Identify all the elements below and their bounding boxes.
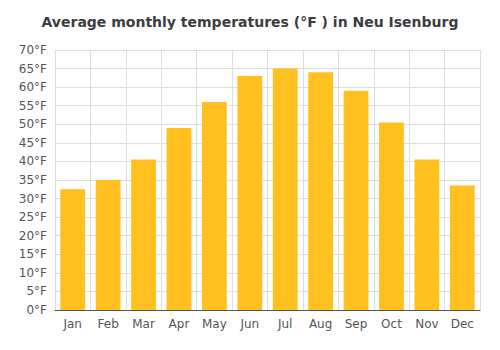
svg-text:Jun: Jun	[239, 317, 259, 331]
svg-text:30°F: 30°F	[19, 192, 47, 206]
svg-text:45°F: 45°F	[19, 136, 47, 150]
svg-text:Jan: Jan	[62, 317, 82, 331]
svg-text:50°F: 50°F	[19, 117, 47, 131]
svg-text:Oct: Oct	[381, 317, 402, 331]
svg-text:5°F: 5°F	[26, 284, 47, 298]
svg-text:Aug: Aug	[309, 317, 332, 331]
svg-text:0°F: 0°F	[26, 303, 47, 317]
svg-text:Average monthly temperatures (: Average monthly temperatures (°F ) in Ne…	[42, 14, 459, 30]
svg-text:60°F: 60°F	[19, 80, 47, 94]
svg-text:15°F: 15°F	[19, 247, 47, 261]
svg-text:Apr: Apr	[169, 317, 190, 331]
svg-text:20°F: 20°F	[19, 229, 47, 243]
svg-text:40°F: 40°F	[19, 154, 47, 168]
svg-text:65°F: 65°F	[19, 62, 47, 76]
svg-text:Mar: Mar	[132, 317, 155, 331]
svg-text:55°F: 55°F	[19, 99, 47, 113]
svg-text:Sep: Sep	[345, 317, 368, 331]
svg-text:10°F: 10°F	[19, 266, 47, 280]
svg-text:May: May	[202, 317, 227, 331]
svg-text:25°F: 25°F	[19, 210, 47, 224]
svg-text:70°F: 70°F	[19, 43, 47, 57]
svg-text:Dec: Dec	[451, 317, 474, 331]
svg-text:35°F: 35°F	[19, 173, 47, 187]
svg-text:Jul: Jul	[277, 317, 292, 331]
svg-text:Nov: Nov	[415, 317, 438, 331]
svg-text:Feb: Feb	[98, 317, 119, 331]
